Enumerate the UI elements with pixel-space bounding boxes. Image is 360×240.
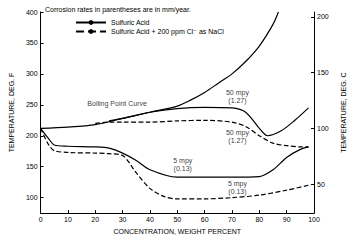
svg-text:50 mpy: 50 mpy: [226, 89, 249, 97]
svg-text:350: 350: [26, 39, 38, 46]
svg-text:5 mpy: 5 mpy: [228, 180, 248, 188]
svg-text:150: 150: [317, 69, 329, 76]
svg-text:5 mpy: 5 mpy: [173, 157, 193, 165]
svg-text:Boiling Point Curve: Boiling Point Curve: [87, 100, 147, 108]
svg-text:10: 10: [64, 216, 72, 223]
svg-text:30: 30: [119, 216, 127, 223]
svg-text:100: 100: [317, 125, 329, 132]
svg-text:400: 400: [26, 9, 38, 16]
svg-text:TEMPERATURE, DEG. F: TEMPERATURE, DEG. F: [8, 73, 15, 153]
svg-text:200: 200: [317, 13, 329, 20]
svg-text:100: 100: [308, 216, 320, 223]
svg-text:300: 300: [26, 70, 38, 77]
svg-text:60: 60: [201, 216, 209, 223]
svg-text:90: 90: [283, 216, 291, 223]
svg-text:80: 80: [255, 216, 263, 223]
svg-text:(1.27): (1.27): [228, 97, 246, 105]
svg-text:0: 0: [39, 216, 43, 223]
svg-text:100: 100: [26, 194, 38, 201]
svg-text:50: 50: [317, 181, 325, 188]
svg-text:50: 50: [173, 216, 181, 223]
svg-text:Sulfuric Acid + 200 ppm Cl⁻ as: Sulfuric Acid + 200 ppm Cl⁻ as NaCl: [111, 28, 224, 36]
svg-text:TEMPERATURE, DEG. C: TEMPERATURE, DEG. C: [340, 72, 347, 152]
svg-text:70: 70: [228, 216, 236, 223]
svg-text:Sulfuric Acid: Sulfuric Acid: [111, 19, 150, 26]
svg-text:50 mpy: 50 mpy: [226, 129, 249, 137]
svg-text:Corrosion rates in parentheses: Corrosion rates in parentheses are in mm…: [45, 6, 191, 14]
svg-text:(0.13): (0.13): [228, 188, 246, 196]
svg-text:(0.13): (0.13): [174, 165, 192, 173]
svg-text:200: 200: [26, 132, 38, 139]
svg-text:250: 250: [26, 101, 38, 108]
svg-text:150: 150: [26, 163, 38, 170]
svg-text:40: 40: [146, 216, 154, 223]
svg-text:20: 20: [91, 216, 99, 223]
svg-text:CONCENTRATION, WEIGHT PERCENT: CONCENTRATION, WEIGHT PERCENT: [113, 228, 241, 235]
svg-text:(1.27): (1.27): [228, 137, 246, 145]
